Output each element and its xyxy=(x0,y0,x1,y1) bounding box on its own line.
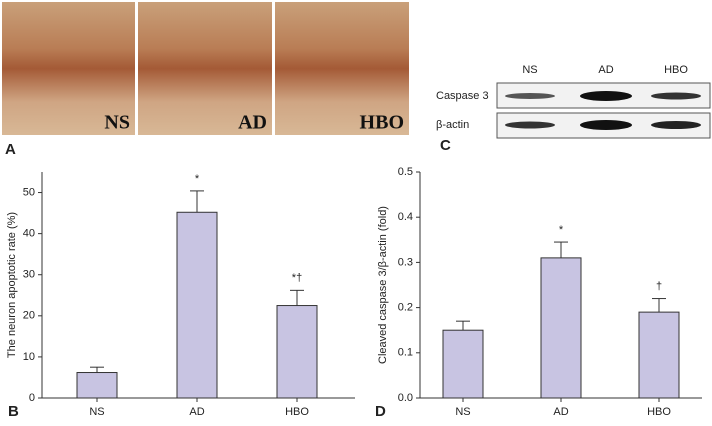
x-tick-label: HBO xyxy=(647,406,671,418)
panel-label: A xyxy=(5,141,16,158)
y-tick-label: 20 xyxy=(23,310,35,322)
bar xyxy=(276,305,318,399)
band xyxy=(505,121,555,129)
image-label: HBO xyxy=(360,112,404,134)
y-tick-label: 0.2 xyxy=(398,302,413,314)
y-tick-label: 10 xyxy=(23,351,35,363)
bar xyxy=(638,311,680,399)
significance-label: *† xyxy=(292,272,302,284)
y-tick-label: 0.5 xyxy=(398,166,413,178)
band xyxy=(505,93,555,99)
panel-a: NS AD HBO A xyxy=(2,2,409,158)
x-tick-label: NS xyxy=(455,406,470,418)
y-tick-label: 40 xyxy=(23,228,35,240)
significance-label: * xyxy=(559,224,564,236)
image-label: AD xyxy=(238,112,267,134)
bar xyxy=(442,329,484,399)
lane-label: AD xyxy=(598,64,613,76)
x-tick-label: AD xyxy=(553,406,568,418)
micrograph xyxy=(138,2,272,135)
x-tick-label: AD xyxy=(189,406,204,418)
micrograph xyxy=(275,2,409,135)
y-tick-label: 0.1 xyxy=(398,347,413,359)
bar xyxy=(540,257,582,399)
y-axis-label: Cleaved caspase 3/β-actin (fold) xyxy=(377,206,389,364)
y-tick-label: 0.3 xyxy=(398,256,413,268)
significance-label: * xyxy=(195,173,200,185)
row-label: β-actin xyxy=(436,119,469,131)
micrograph xyxy=(2,2,135,135)
y-tick-label: 50 xyxy=(23,186,35,198)
panel-c: NS AD HBO Caspase 3 β-actin C xyxy=(436,64,711,154)
x-tick-label: NS xyxy=(89,406,104,418)
panel-label: D xyxy=(375,403,386,420)
y-tick-label: 0 xyxy=(29,392,35,404)
y-tick-label: 0.0 xyxy=(398,392,413,404)
bar xyxy=(176,211,218,399)
band xyxy=(580,120,632,130)
significance-label: † xyxy=(656,280,662,292)
bar xyxy=(76,372,118,399)
y-tick-label: 30 xyxy=(23,269,35,281)
x-tick-label: HBO xyxy=(285,406,309,418)
image-label: NS xyxy=(104,112,130,134)
row-label: Caspase 3 xyxy=(436,90,489,102)
lane-label: HBO xyxy=(664,64,688,76)
lane-label: NS xyxy=(522,64,537,76)
band xyxy=(651,121,701,129)
y-axis-label: The neuron apoptotic rate (%) xyxy=(6,212,18,358)
panel-label: B xyxy=(8,403,19,420)
panel-label: C xyxy=(440,137,451,154)
band xyxy=(580,91,632,101)
y-tick-label: 0.4 xyxy=(398,211,413,223)
band xyxy=(651,92,701,100)
